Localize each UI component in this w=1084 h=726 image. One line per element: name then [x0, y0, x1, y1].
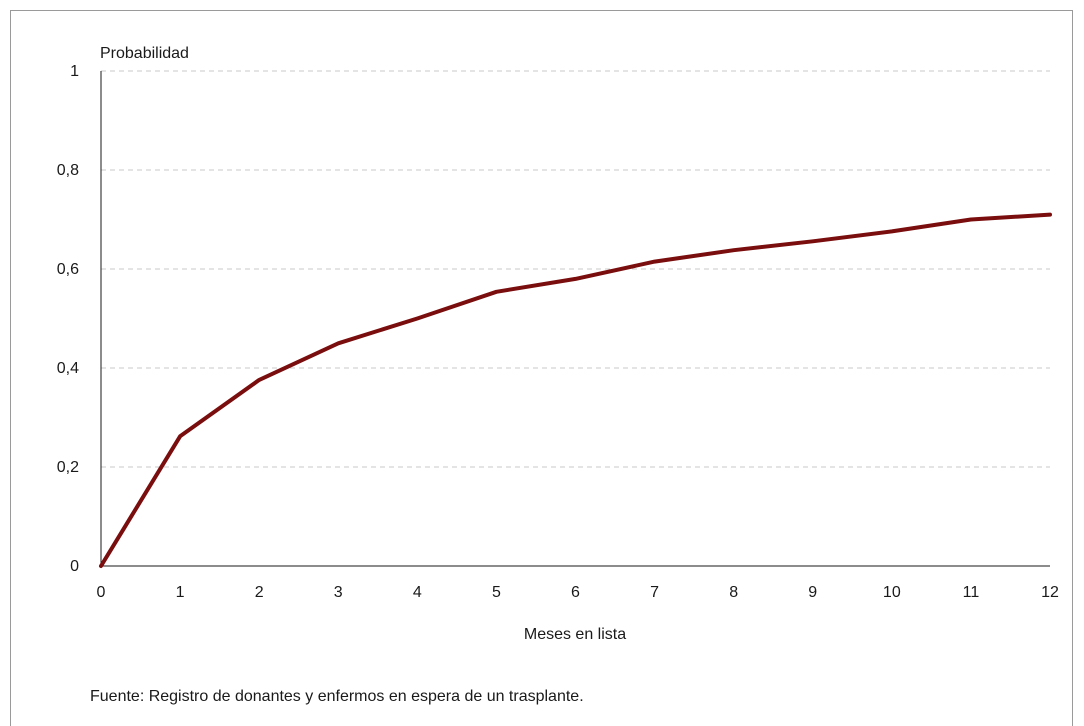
x-tick-label: 3 [334, 584, 343, 601]
y-tick-label: 0,8 [57, 162, 79, 179]
x-axis-title: Meses en lista [524, 626, 626, 643]
y-tick-label: 0 [70, 558, 79, 575]
y-tick-label: 0,2 [57, 459, 79, 476]
series-line-0 [99, 212, 1052, 568]
gridlines [101, 70, 1050, 468]
data-point [99, 564, 103, 568]
data-point [336, 341, 340, 345]
x-tick-label: 8 [729, 584, 738, 601]
axes [100, 71, 1050, 567]
x-tick-label: 0 [97, 584, 106, 601]
x-tick-label: 6 [571, 584, 580, 601]
x-tick-label: 11 [963, 584, 980, 601]
y-tick-label: 0,6 [57, 261, 79, 278]
y-tick-labels: 0 0,2 0,4 0,6 0,8 1 [57, 63, 79, 575]
y-axis-title: Probabilidad [100, 45, 189, 62]
data-point [1048, 213, 1052, 217]
y-tick-label: 0,4 [57, 360, 79, 377]
x-tick-label: 1 [176, 584, 185, 601]
data-point [890, 229, 894, 233]
x-tick-label: 9 [808, 584, 817, 601]
chart-frame [10, 10, 1073, 726]
data-point [732, 248, 736, 252]
y-tick-label: 1 [70, 63, 79, 80]
data-point [574, 277, 577, 281]
data-point [494, 290, 498, 294]
x-tick-label: 10 [883, 584, 901, 601]
x-tick-label: 2 [255, 584, 264, 601]
data-point [811, 239, 815, 243]
x-tick-labels: 0 1 2 3 4 5 6 7 8 9 10 11 12 [97, 584, 1059, 601]
series [99, 212, 1052, 568]
x-tick-label: 7 [650, 584, 659, 601]
data-point [257, 378, 261, 382]
data-point [178, 434, 182, 438]
x-tick-label: 4 [413, 584, 422, 601]
source-note: Fuente: Registro de donantes y enfermos … [90, 688, 584, 705]
data-point [653, 260, 657, 264]
data-point [969, 218, 973, 221]
data-point [415, 317, 419, 320]
x-tick-label: 12 [1041, 584, 1059, 601]
x-tick-label: 5 [492, 584, 501, 601]
